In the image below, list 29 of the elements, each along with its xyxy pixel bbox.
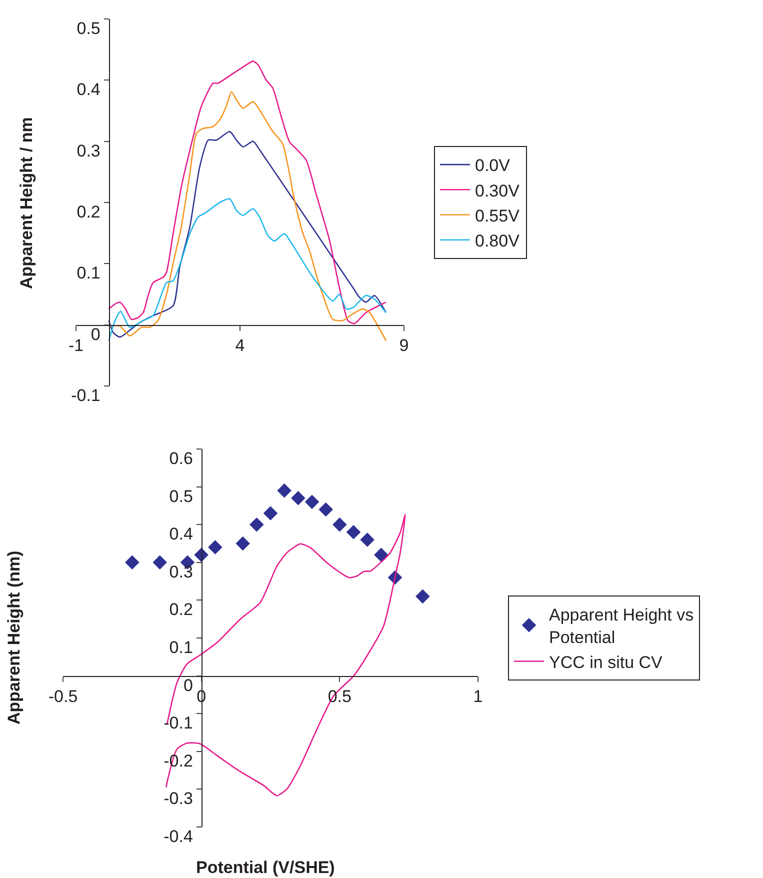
x-tick-label: -1 — [68, 336, 84, 356]
y-tick-label: 0.4 — [169, 524, 193, 544]
y-tick-label: 0.3 — [169, 562, 193, 582]
y-axis-title: Apparent Height / nm — [17, 117, 36, 289]
legend-label: YCC in situ CV — [549, 652, 664, 672]
y-tick-label: 0.1 — [169, 638, 193, 657]
legend-label: 0.0V — [475, 156, 511, 176]
y-tick-label: 0.5 — [169, 486, 193, 506]
legend-label: 0.80V — [475, 231, 520, 250]
y-tick-label: -0.3 — [164, 789, 193, 808]
x-axis-title: Potential (V/SHE) — [196, 858, 335, 877]
x-tick-label: 4 — [235, 336, 245, 356]
y-tick-label: -0.1 — [164, 714, 193, 733]
y-tick-label: 0.5 — [76, 18, 100, 38]
y-tick-label: 0.2 — [76, 202, 100, 222]
y-axis-title: Apparent Height (nm) — [4, 550, 24, 724]
legend-label: 0.30V — [475, 181, 520, 200]
y-tick-label: -0.1 — [71, 386, 100, 405]
legend-label: Apparent Height vs Potential — [549, 606, 694, 647]
x-tick-label: -0.5 — [48, 687, 78, 706]
y-tick-label: 0.6 — [169, 448, 193, 468]
x-tick-label: 9 — [399, 336, 409, 356]
y-tick-label: -0.4 — [164, 826, 193, 846]
y-tick-label: 0.3 — [76, 141, 100, 160]
y-tick-label: 0.1 — [76, 264, 100, 283]
legend-label: 0.55V — [475, 206, 520, 226]
x-tick-label: 1 — [473, 687, 483, 706]
y-tick-label: 0.4 — [76, 80, 100, 100]
y-tick-label: 0.2 — [169, 600, 193, 620]
